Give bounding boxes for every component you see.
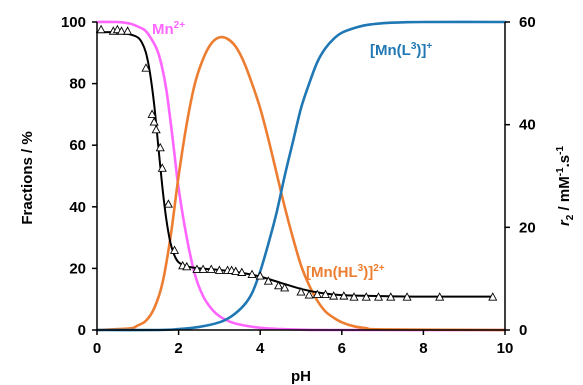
y-right-title-part: / mM <box>556 176 573 214</box>
tick-marks <box>92 21 510 335</box>
r2-marker <box>373 292 384 301</box>
x-tick-label: 4 <box>256 340 265 357</box>
r2-marker <box>320 289 331 299</box>
r2-marker <box>151 124 161 134</box>
y-right-axis-title: r2 / mM-1.s-1 <box>555 146 576 227</box>
series-label-part: 2+ <box>373 263 385 274</box>
r2-marker <box>361 292 371 301</box>
y-right-title-part: .s <box>556 155 573 168</box>
series-label-mnhl3: [Mn(HL3)]2+ <box>306 263 385 281</box>
y-right-tick-label: 0 <box>519 322 527 339</box>
curve-r2-fit <box>96 31 494 298</box>
data-markers <box>96 24 498 301</box>
r2-marker <box>280 282 290 292</box>
y-right-title-part: -1 <box>555 146 566 155</box>
r2-marker <box>247 269 257 279</box>
series-label-part: Mn <box>152 21 174 38</box>
r2-marker <box>488 292 498 301</box>
r2-marker <box>339 291 349 300</box>
r2-marker <box>435 292 445 301</box>
y-left-tick-label: 0 <box>78 322 86 339</box>
r2-marker <box>263 276 273 285</box>
series-label-part: [Mn(L <box>370 42 411 59</box>
y-left-tick-label: 60 <box>69 137 86 154</box>
r2-marker <box>206 264 216 273</box>
r2-marker <box>149 117 159 126</box>
r2-marker <box>198 264 208 273</box>
y-right-title-part: 2 <box>565 214 576 220</box>
r2-marker <box>147 109 157 118</box>
y-right-title-part: r <box>556 219 573 226</box>
x-tick-label: 6 <box>338 340 346 357</box>
y-right-title-part: -1 <box>555 167 566 176</box>
r2-marker <box>141 63 151 72</box>
r2-marker <box>349 292 359 301</box>
r2-marker <box>123 26 133 35</box>
curve-mn2 <box>95 20 507 332</box>
series-label-mn2: Mn2+ <box>152 20 185 38</box>
r2-marker <box>296 287 306 296</box>
y-left-tick-label: 80 <box>69 76 86 93</box>
r2-marker <box>237 267 247 276</box>
series-label-part: 3 <box>411 41 417 52</box>
r2-marker <box>163 199 173 208</box>
y-right-tick-label: 40 <box>519 117 536 134</box>
series-label-part: [Mn(HL <box>306 264 358 281</box>
r2-marker <box>157 163 167 172</box>
y-right-tick-label: 60 <box>519 14 536 31</box>
series-curves <box>95 20 507 332</box>
r2-marker <box>169 245 180 254</box>
r2-marker <box>386 292 396 301</box>
curve-mnhl3 <box>95 35 507 332</box>
r2-marker <box>312 289 322 299</box>
curve-mnl3 <box>95 20 507 332</box>
series-label-part: )] <box>363 264 373 281</box>
r2-marker <box>182 261 192 271</box>
series-label-mnl3: [Mn(L3)]+ <box>370 41 432 59</box>
r2-marker <box>192 264 202 273</box>
axes <box>96 22 506 331</box>
x-tick-label: 2 <box>174 340 182 357</box>
y-left-axis-title: Fractions / % <box>19 131 36 224</box>
x-axis-title: pH <box>291 368 311 385</box>
r2-marker <box>155 142 165 152</box>
x-tick-label: 10 <box>497 340 514 357</box>
r2-marker <box>255 271 265 280</box>
series-label-part: + <box>426 41 432 52</box>
r2-marker <box>214 265 224 274</box>
r2-marker <box>402 292 412 301</box>
x-tick-label: 0 <box>93 340 101 357</box>
x-tick-label: 8 <box>419 340 427 357</box>
r2-marker <box>274 280 284 290</box>
y-right-tick-label: 20 <box>519 219 536 236</box>
series-label-part: )] <box>416 42 426 59</box>
series-label-part: 3 <box>358 263 364 274</box>
y-left-tick-label: 40 <box>69 199 86 216</box>
y-left-tick-label: 100 <box>61 14 86 31</box>
series-label-part: 2+ <box>174 20 186 31</box>
r2-marker <box>116 26 127 35</box>
r2-marker <box>231 266 241 275</box>
r2-marker <box>304 290 314 299</box>
r2-marker <box>329 291 339 300</box>
y-left-tick-label: 20 <box>69 260 86 277</box>
r2-marker <box>96 24 106 34</box>
